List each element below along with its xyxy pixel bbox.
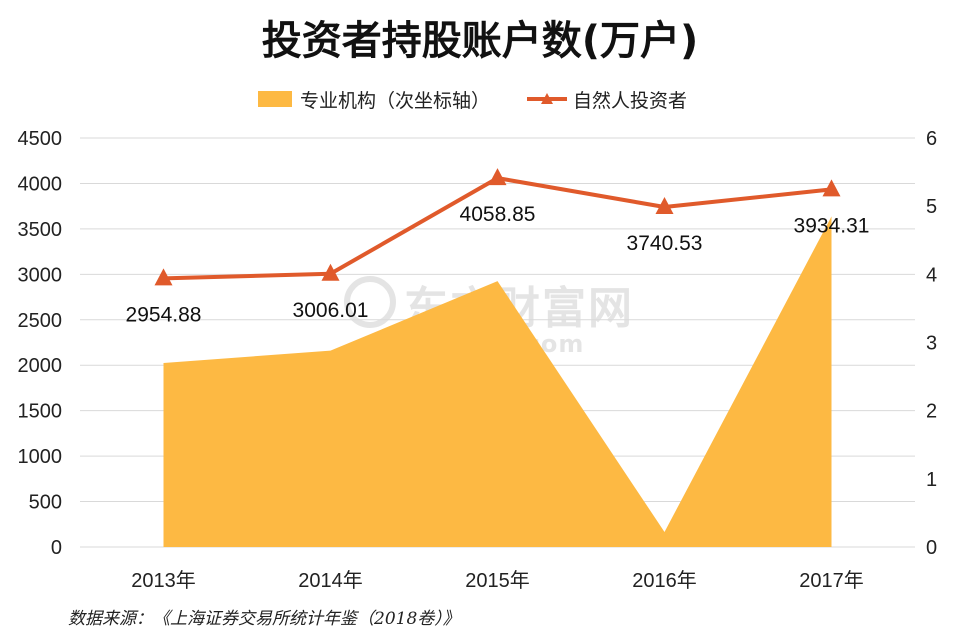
area-series-professional (163, 216, 832, 547)
y-right-tick-label: 2 (926, 401, 937, 423)
y-left-tick-label: 1500 (18, 401, 63, 423)
data-label: 3006.01 (293, 299, 369, 322)
source-note: 数据来源：《上海证券交易所统计年鉴（2018卷）》 (68, 609, 460, 629)
x-tick-label: 2016年 (632, 569, 697, 592)
line-marker (655, 197, 674, 215)
x-tick-label: 2017年 (799, 569, 864, 592)
y-right-tick-label: 1 (926, 469, 937, 491)
legend-item-line[interactable]: 自然人投资者 (527, 86, 687, 112)
line-series-individual (163, 176, 832, 281)
y-left-tick-label: 1000 (18, 446, 63, 468)
legend-swatch-area (258, 91, 292, 107)
y-right-tick-label: 3 (926, 333, 937, 355)
line-marker (154, 268, 173, 286)
data-label: 3934.31 (794, 214, 870, 237)
legend-label-line: 自然人投资者 (573, 89, 688, 112)
y-left-tick-label: 4500 (18, 128, 63, 150)
legend: 专业机构（次坐标轴） 自然人投资者 (0, 86, 960, 112)
y-right-tick-label: 5 (926, 196, 937, 218)
data-label: 2954.88 (126, 303, 202, 326)
y-left-tick-label: 0 (51, 537, 62, 559)
data-label: 4058.85 (460, 203, 536, 226)
y-left-tick-label: 3000 (18, 264, 63, 286)
y-left-tick-label: 4000 (18, 173, 63, 195)
x-tick-label: 2014年 (298, 569, 363, 592)
chart-plot: 0 500 1000 1500 2000 2500 3000 3500 4000 4500 0 1 2 3… (18, 128, 938, 592)
y-right-tick-label: 4 (926, 264, 937, 286)
line-marker (822, 179, 841, 197)
x-tick-label: 2013年 (131, 569, 196, 592)
y-left-tick-label: 500 (29, 492, 62, 514)
legend-item-area[interactable]: 专业机构（次坐标轴） (258, 86, 490, 112)
y-left-tick-label: 2500 (18, 310, 63, 332)
x-tick-label: 2015年 (465, 569, 530, 592)
line-marker (321, 263, 340, 281)
line-marker (488, 168, 507, 186)
data-label: 3740.53 (627, 232, 703, 255)
chart-title: 投资者持股账户数(万户) (261, 18, 699, 64)
legend-swatch-line (527, 93, 567, 104)
y-left-tick-label: 2000 (18, 355, 63, 377)
legend-label-area: 专业机构（次坐标轴） (300, 89, 491, 112)
y-left-tick-label: 3500 (18, 219, 63, 241)
y-right-tick-label: 0 (926, 537, 937, 559)
y-right-tick-label: 6 (926, 128, 937, 150)
